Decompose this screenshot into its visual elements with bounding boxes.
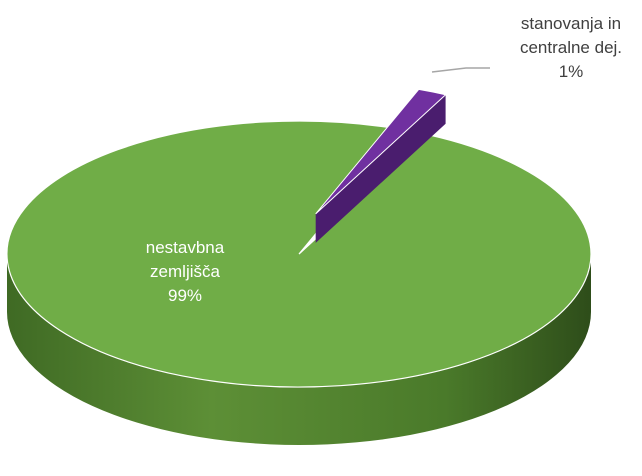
slice-label-stanovanja: stanovanja in centralne dej. 1% — [500, 12, 642, 84]
slice-label-line-2: centralne dej. — [519, 38, 623, 57]
pie-slice-side-nestavbna — [7, 254, 591, 445]
slice-label-line-1: nestavbna — [145, 238, 225, 257]
slice-label-line-2: zemljišča — [150, 262, 220, 281]
slice-label-nestavbna: nestavbna zemljišča 99% — [120, 236, 250, 308]
slice-label-line-1: stanovanja in — [520, 14, 622, 33]
leader-line-small-slice — [431, 67, 490, 73]
pie-slice-stanovanja — [315, 88, 447, 215]
slice-percent-label: 1% — [558, 62, 584, 81]
pie-slice-nestavbna — [6, 120, 592, 388]
pie-slice-side-stanovanja — [315, 94, 446, 243]
slice-percent-label: 99% — [167, 286, 203, 305]
